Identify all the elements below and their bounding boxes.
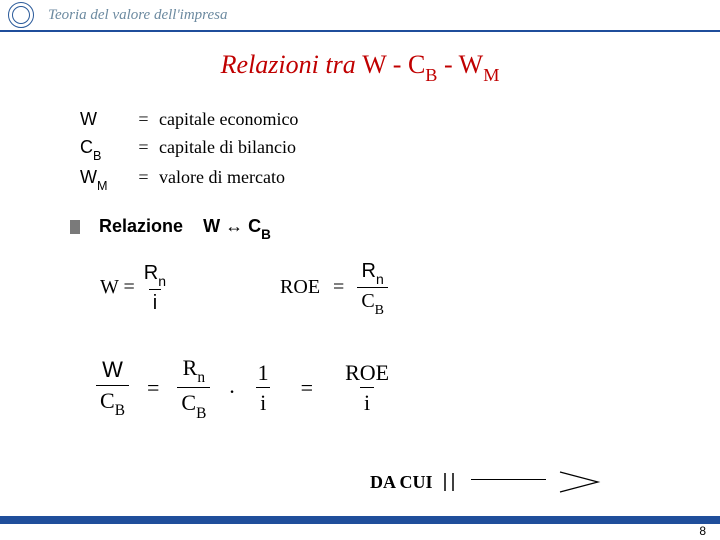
blank-line [471, 479, 546, 480]
formula-roe-eq: ROE = Rn CB [280, 260, 388, 317]
section-w: W [203, 216, 220, 236]
title-sep1: - [386, 50, 408, 79]
title-cb: CB [408, 50, 437, 79]
section-text: Relazione [99, 216, 183, 236]
title-sep2: - [437, 50, 458, 79]
section-label: Relazione W ↔ CB [70, 216, 720, 240]
title-prefix: Relazioni tra [221, 50, 363, 79]
title-w: W [362, 50, 386, 79]
def-sym-cb: CB [80, 134, 128, 164]
formula-row-1: W = Rn i ROE = Rn CB [100, 260, 720, 317]
da-cui-row: DA CUI [370, 470, 604, 494]
double-arrow-icon: ↔ [225, 216, 243, 236]
f1-roe: ROE [280, 276, 320, 298]
chevron-right-icon [558, 470, 604, 494]
formula-w-eq: W = Rn i [100, 262, 170, 315]
def-row-wm: WM = valore di mercato [80, 164, 720, 194]
header: Teoria del valore dell'impresa [0, 0, 720, 32]
title-wm: WM [459, 50, 500, 79]
footer-bar [0, 516, 720, 524]
def-eq: = [133, 106, 155, 134]
page-title: Relazioni tra W - CB - WM [0, 50, 720, 84]
f1-lhs: W = [100, 276, 135, 298]
da-cui-label: DA CUI [370, 472, 433, 493]
formula-row-2: W CB = Rn CB · 1 i = ROE i [96, 355, 720, 420]
dot-operator: · [228, 379, 235, 405]
definitions-list: W = capitale economico CB = capitale di … [80, 106, 720, 194]
eq-sign: = [301, 375, 313, 401]
def-text-wm: valore di mercato [159, 167, 285, 187]
header-title: Teoria del valore dell'impresa [48, 7, 227, 24]
fraction-1-i: 1 i [254, 360, 273, 416]
def-eq: = [133, 164, 155, 192]
fraction-rn-cb-2: Rn CB [177, 355, 210, 420]
fraction-roe-i: ROE i [341, 360, 393, 416]
section-cb: CB [248, 216, 271, 236]
fraction-rn-i: Rn i [140, 262, 170, 315]
def-sym-w: W [80, 106, 128, 134]
def-row-cb: CB = capitale di bilancio [80, 134, 720, 164]
bracket-icon [441, 471, 459, 493]
def-eq: = [133, 134, 155, 162]
def-row-w: W = capitale economico [80, 106, 720, 134]
bullet-icon [70, 220, 80, 234]
eq-sign: = [147, 375, 159, 401]
page-number: 8 [699, 524, 706, 538]
def-text-cb: capitale di bilancio [159, 137, 296, 157]
university-seal-icon [8, 2, 34, 28]
def-sym-wm: WM [80, 164, 128, 194]
def-text-w: capitale economico [159, 109, 298, 129]
eq-sign: = [333, 276, 344, 298]
fraction-rn-cb: Rn CB [357, 260, 388, 317]
fraction-w-cb: W CB [96, 357, 129, 417]
